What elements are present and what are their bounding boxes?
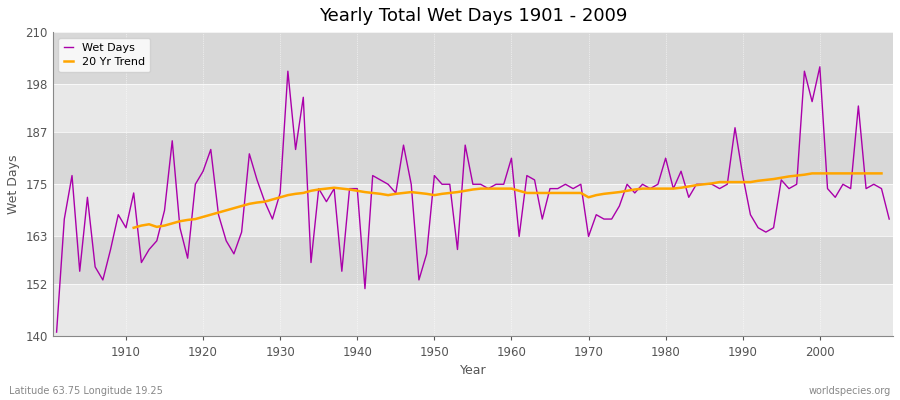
Line: Wet Days: Wet Days	[57, 67, 889, 332]
Bar	[53, 184, 893, 236]
20 Yr Trend	[876, 171, 886, 176]
Line: 20 Yr Trend: 20 Yr Trend	[134, 173, 881, 228]
Wet Days	[112, 212, 123, 217]
20 Yr Trend	[598, 192, 609, 196]
Wet Days	[499, 182, 509, 187]
20 Yr Trend	[544, 190, 555, 195]
20 Yr Trend	[806, 171, 817, 176]
Title: Yearly Total Wet Days 1901 - 2009: Yearly Total Wet Days 1901 - 2009	[319, 7, 627, 25]
Bar	[53, 132, 893, 184]
Legend: Wet Days, 20 Yr Trend: Wet Days, 20 Yr Trend	[58, 38, 150, 72]
Bar	[53, 32, 893, 84]
20 Yr Trend	[483, 186, 494, 191]
20 Yr Trend	[698, 182, 709, 187]
Text: Latitude 63.75 Longitude 19.25: Latitude 63.75 Longitude 19.25	[9, 386, 163, 396]
Bar	[53, 84, 893, 132]
Wet Days	[506, 156, 517, 160]
Text: worldspecies.org: worldspecies.org	[809, 386, 891, 396]
20 Yr Trend	[175, 219, 185, 224]
Wet Days	[598, 217, 609, 222]
Wet Days	[51, 330, 62, 334]
Wet Days	[283, 69, 293, 74]
Y-axis label: Wet Days: Wet Days	[7, 154, 20, 214]
Wet Days	[884, 217, 895, 222]
Wet Days	[328, 186, 339, 191]
X-axis label: Year: Year	[460, 364, 486, 377]
Wet Days	[814, 64, 825, 69]
20 Yr Trend	[190, 217, 201, 222]
Bar	[53, 236, 893, 284]
20 Yr Trend	[129, 225, 140, 230]
Bar	[53, 284, 893, 336]
